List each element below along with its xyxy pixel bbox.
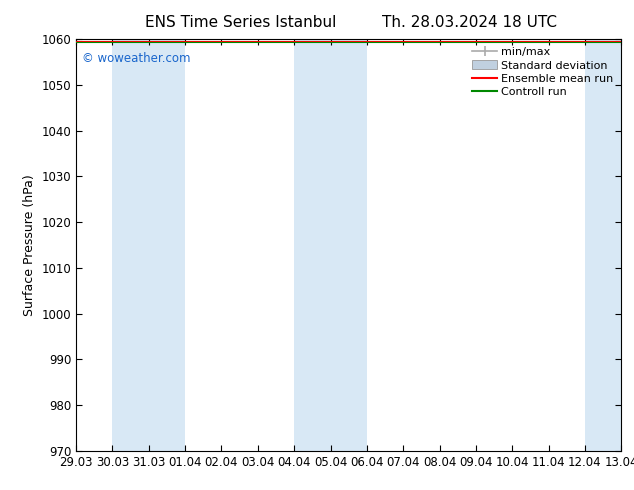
Bar [294,39,367,451]
Text: Th. 28.03.2024 18 UTC: Th. 28.03.2024 18 UTC [382,15,557,30]
Y-axis label: Surface Pressure (hPa): Surface Pressure (hPa) [23,174,36,316]
Bar [112,39,185,451]
Text: © woweather.com: © woweather.com [82,51,190,65]
Legend: min/max, Standard deviation, Ensemble mean run, Controll run: min/max, Standard deviation, Ensemble me… [470,45,616,99]
Bar [585,39,621,451]
Text: ENS Time Series Istanbul: ENS Time Series Istanbul [145,15,337,30]
